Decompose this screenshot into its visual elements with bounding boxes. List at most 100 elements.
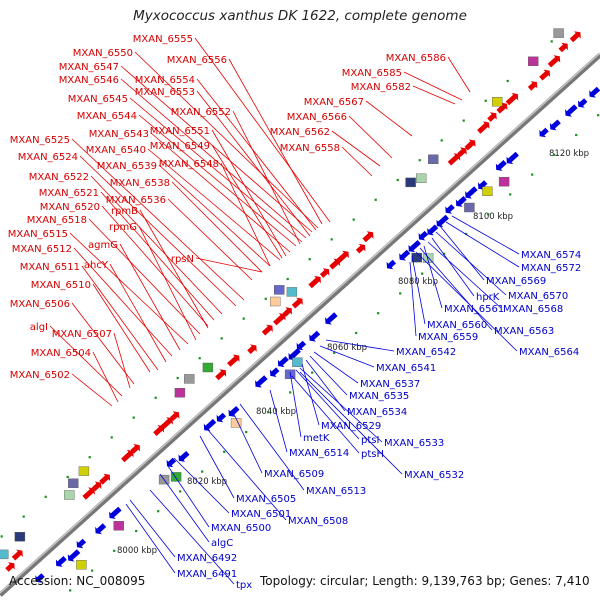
gene-label[interactable]: MXAN_6508 [288,516,348,527]
gene-label[interactable]: MXAN_6550 [73,48,133,59]
feature-block [113,521,124,531]
tick-dot [355,331,358,335]
gene-label[interactable]: MXAN_6542 [396,347,456,358]
gene-label[interactable]: MXAN_6568 [503,304,563,315]
gene-arrow [130,444,140,454]
gene-label[interactable]: MXAN_6545 [68,94,128,105]
gene-label[interactable]: MXAN_6585 [342,68,402,79]
gene-label[interactable]: metK [303,433,330,444]
gene-label[interactable]: MXAN_6560 [427,320,487,331]
leader-line [239,403,305,491]
leader-line [149,489,235,585]
gene-label[interactable]: MXAN_6574 [521,250,581,261]
gene-arrow [35,573,45,583]
gene-label[interactable]: MXAN_6562 [270,127,330,138]
gene-label[interactable]: MXAN_6569 [486,276,546,287]
feature-block [416,173,427,183]
gene-label[interactable]: MXAN_6532 [404,470,464,481]
leader-line [419,247,493,331]
gene-label[interactable]: MXAN_6538 [110,178,170,189]
gene-label[interactable]: rpmG [109,222,137,233]
gene-label[interactable]: MXAN_6492 [177,553,237,564]
tick-dot [509,193,512,196]
gene-label[interactable]: MXAN_6559 [418,332,478,343]
gene-label[interactable]: MXAN_6491 [177,569,237,580]
gene-label[interactable]: MXAN_6534 [347,407,407,418]
gene-label[interactable]: MXAN_6554 [135,75,195,86]
feature-block [405,177,416,188]
gene-label[interactable]: MXAN_6535 [349,391,409,402]
gene-label[interactable]: MXAN_6501 [231,509,291,520]
gene-label[interactable]: MXAN_6507 [52,329,112,340]
leader-line [173,457,230,514]
gene-label[interactable]: MXAN_6536 [106,195,166,206]
tick-dot [352,218,355,221]
gene-label[interactable]: MXAN_6572 [521,263,581,274]
feature-block [64,490,75,500]
gene-label[interactable]: MXAN_6512 [12,244,72,255]
gene-label[interactable]: MXAN_6513 [306,486,366,497]
gene-arrow [247,344,257,354]
gene-label[interactable]: MXAN_6533 [384,438,444,449]
leader-line [196,78,317,231]
gene-label[interactable]: MXAN_6548 [159,159,219,170]
leader-line [415,251,518,352]
gene-label[interactable]: MXAN_6537 [360,379,420,390]
gene-label[interactable]: MXAN_6505 [236,494,296,505]
gene-label[interactable]: MXAN_6564 [519,347,579,358]
gene-label[interactable]: MXAN_6561 [444,304,504,315]
gene-label[interactable]: MXAN_6570 [508,291,568,302]
tick-dot [69,589,72,592]
gene-label[interactable]: MXAN_6509 [264,469,324,480]
gene-label[interactable]: MXAN_6541 [376,363,436,374]
gene-label[interactable]: MXAN_6511 [20,262,80,273]
gene-label[interactable]: MXAN_6524 [18,152,78,163]
gene-label[interactable]: MXAN_6551 [150,126,210,137]
gene-label[interactable]: MXAN_6582 [351,82,411,93]
gene-label[interactable]: MXAN_6553 [135,87,195,98]
gene-label[interactable]: MXAN_6555 [133,34,193,45]
gene-label[interactable]: agmG [88,240,118,251]
gene-label[interactable]: rpmB [111,206,138,217]
gene-label[interactable]: MXAN_6518 [27,215,87,226]
gene-label[interactable]: MXAN_6540 [86,145,146,156]
gene-arrow [527,81,538,91]
gene-label[interactable]: MXAN_6547 [59,62,119,73]
gene-label[interactable]: ptsH [361,449,384,460]
gene-label[interactable]: tpx [236,580,252,591]
gene-label[interactable]: algI [30,322,48,333]
gene-label[interactable]: MXAN_6586 [386,53,446,64]
gene-label[interactable]: ahcY [84,260,109,271]
gene-label[interactable]: MXAN_6502 [10,370,70,381]
gene-label[interactable]: MXAN_6522 [29,172,89,183]
gene-label[interactable]: hprK [476,292,500,303]
gene-label[interactable]: MXAN_6504 [31,348,91,359]
gene-label[interactable]: MXAN_6558 [280,143,340,154]
gene-label[interactable]: MXAN_6520 [40,202,100,213]
gene-label[interactable]: MXAN_6521 [39,188,99,199]
gene-label[interactable]: ptsI [361,435,379,446]
gene-label[interactable]: MXAN_6510 [31,280,91,291]
gene-label[interactable]: MXAN_6515 [8,229,68,240]
gene-label[interactable]: MXAN_6500 [211,523,271,534]
gene-label[interactable]: rpsN [171,254,194,265]
gene-label[interactable]: MXAN_6539 [97,161,157,172]
gene-label[interactable]: MXAN_6543 [89,129,149,140]
gene-label[interactable]: algC [211,538,233,549]
feature-block [274,285,285,295]
gene-label[interactable]: MXAN_6556 [167,55,227,66]
tick-dot [553,153,556,156]
gene-label[interactable]: MXAN_6506 [10,299,70,310]
gene-label[interactable]: MXAN_6544 [77,111,137,122]
tick-dot [484,99,487,102]
gene-label[interactable]: MXAN_6552 [171,107,231,118]
gene-label[interactable]: MXAN_6529 [321,421,381,432]
gene-label[interactable]: MXAN_6514 [289,448,349,459]
gene-label[interactable]: MXAN_6546 [59,75,119,86]
gene-label[interactable]: MXAN_6549 [150,141,210,152]
gene-label[interactable]: MXAN_6563 [494,326,554,337]
gene-label[interactable]: MXAN_6567 [304,97,364,108]
leader-line [69,232,189,345]
gene-label[interactable]: MXAN_6566 [287,112,347,123]
gene-label[interactable]: MXAN_6525 [10,135,70,146]
